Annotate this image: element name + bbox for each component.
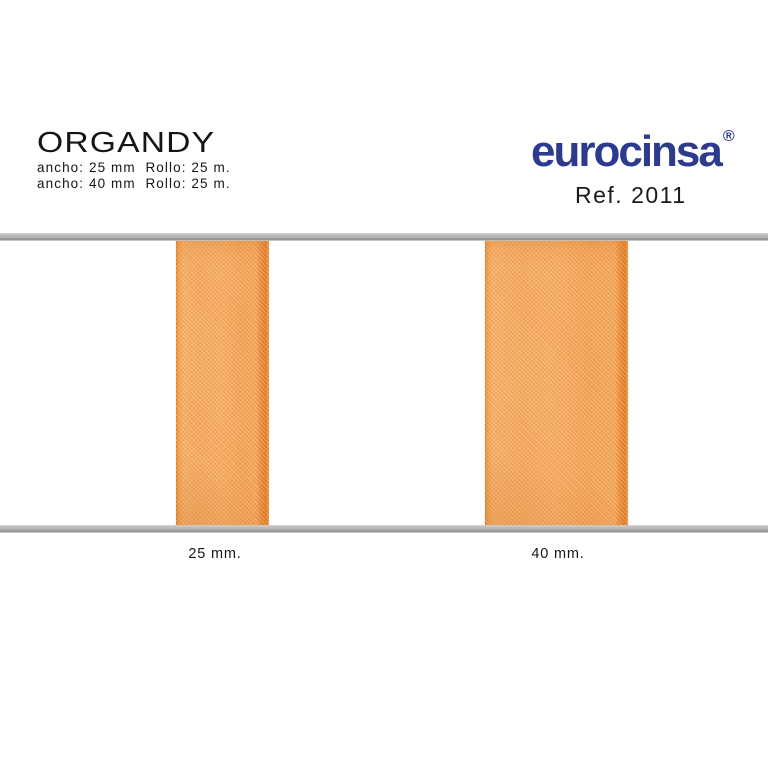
product-specs: ancho: 25 mm Rollo: 25 m. ancho: 40 mm R… xyxy=(37,160,231,191)
registered-trademark-icon: ® xyxy=(722,128,735,145)
product-title: ORGANDY xyxy=(37,127,216,159)
rail-top xyxy=(0,233,768,241)
reference-number: Ref. 2011 xyxy=(575,182,687,208)
ribbon-sample-40mm xyxy=(485,241,628,525)
ribbon-sample-25mm xyxy=(176,241,269,525)
brand-logo: eurocinsa ® xyxy=(531,127,735,178)
brand-logo-text: eurocinsa xyxy=(531,127,723,176)
spec-line-40mm: ancho: 40 mm Rollo: 25 m. xyxy=(37,175,231,191)
rail-bottom xyxy=(0,525,768,533)
size-label-40mm: 40 mm. xyxy=(531,546,585,562)
size-label-25mm: 25 mm. xyxy=(188,546,242,562)
spec-line-25mm: ancho: 25 mm Rollo: 25 m. xyxy=(37,160,231,175)
